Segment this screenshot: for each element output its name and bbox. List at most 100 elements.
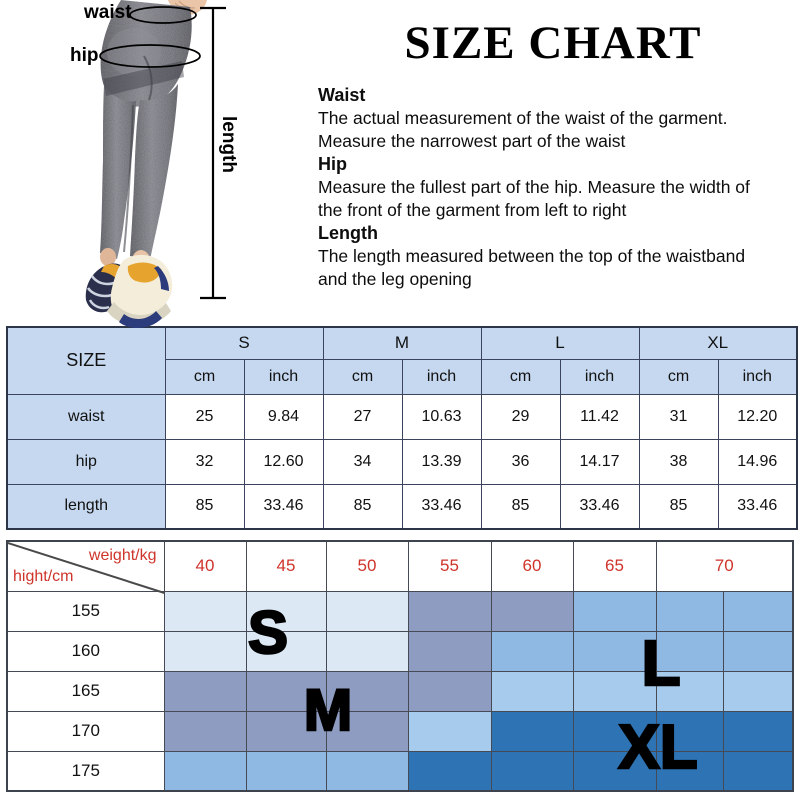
corner-label-height: hight/cm bbox=[13, 567, 74, 585]
zone-cell-light bbox=[163, 590, 247, 632]
zone-cell-midlight bbox=[407, 710, 492, 752]
zone-cell-slate bbox=[245, 710, 327, 752]
weight-header-50: 50 bbox=[325, 540, 409, 592]
height-label-170: 170 bbox=[6, 710, 165, 752]
fit-zone-letter-l: L bbox=[640, 627, 682, 699]
zone-cell-dark bbox=[572, 710, 657, 752]
hip-annotation: hip bbox=[70, 45, 99, 66]
weight-header-40: 40 bbox=[163, 540, 247, 592]
unit-header-inch: inch bbox=[717, 358, 798, 395]
value-cell: 85 bbox=[164, 483, 245, 530]
zone-cell-mid bbox=[572, 630, 657, 672]
zone-cell-slate bbox=[407, 590, 492, 632]
page-title: SIZE CHART bbox=[404, 17, 702, 69]
value-cell: 38 bbox=[638, 438, 719, 485]
zone-cell-mid bbox=[722, 630, 794, 672]
measurement-descriptions: Waist The actual measurement of the waist… bbox=[318, 84, 793, 291]
matrix-row-175: 175 bbox=[6, 750, 794, 792]
unit-header-inch: inch bbox=[559, 358, 640, 395]
row-label-length: length bbox=[6, 483, 166, 530]
weight-header-45: 45 bbox=[245, 540, 327, 592]
value-cell: 33.46 bbox=[243, 483, 324, 530]
size-column-header-m: M bbox=[322, 326, 482, 360]
size-table-row-hip: hip 32 12.60 34 13.39 36 14.17 38 14.96 bbox=[6, 438, 798, 485]
height-label-160: 160 bbox=[6, 630, 165, 672]
unit-header-cm: cm bbox=[164, 358, 245, 395]
hip-ellipse bbox=[99, 44, 201, 68]
measurement-line: the front of the garment from left to ri… bbox=[318, 200, 627, 220]
size-table-corner: SIZE bbox=[6, 326, 166, 395]
zone-cell-dark bbox=[572, 750, 657, 792]
zone-cell-dark bbox=[722, 710, 794, 752]
zone-cell-slate bbox=[407, 630, 492, 672]
zone-cell-dark bbox=[490, 710, 574, 752]
value-cell: 12.20 bbox=[717, 393, 798, 440]
measurement-line: Measure the narrowest part of the waist bbox=[318, 131, 626, 151]
zone-cell-light bbox=[245, 630, 327, 672]
measurement-heading: Waist bbox=[318, 85, 366, 105]
value-cell: 12.60 bbox=[243, 438, 324, 485]
height-label-165: 165 bbox=[6, 670, 165, 712]
zone-cell-dark bbox=[722, 750, 794, 792]
zone-cell-dark bbox=[490, 750, 574, 792]
value-cell: 10.63 bbox=[401, 393, 482, 440]
height-label-175: 175 bbox=[6, 750, 165, 792]
waist-ellipse bbox=[129, 6, 197, 24]
zone-cell-dark bbox=[407, 750, 492, 792]
weight-header-55: 55 bbox=[407, 540, 492, 592]
measurement-heading: Hip bbox=[318, 154, 347, 174]
value-cell: 33.46 bbox=[401, 483, 482, 530]
unit-header-cm: cm bbox=[480, 358, 561, 395]
garment-size-table: SIZE S M L XL cm inch cm inch cm inch cm inch waist 25… bbox=[6, 326, 798, 530]
fit-matrix: weight/kg hight/cm 40 45 50 55 60 65 70 155 160 165… bbox=[6, 540, 794, 792]
zone-cell-mid bbox=[490, 630, 574, 672]
value-cell: 13.39 bbox=[401, 438, 482, 485]
value-cell: 36 bbox=[480, 438, 561, 485]
zone-cell-mid bbox=[325, 750, 409, 792]
zone-cell-light bbox=[325, 590, 409, 632]
value-cell: 27 bbox=[322, 393, 403, 440]
matrix-corner-cell: weight/kg hight/cm bbox=[6, 540, 166, 594]
model-photo: waist hip length bbox=[0, 0, 250, 340]
size-table: SIZE S M L XL cm inch cm inch cm inch cm inch waist 25… bbox=[6, 326, 798, 530]
length-measure-line bbox=[200, 6, 226, 300]
zone-cell-slate bbox=[163, 670, 247, 712]
zone-cell-midlight bbox=[490, 670, 574, 712]
zone-cell-light bbox=[163, 630, 247, 672]
zone-cell-mid bbox=[163, 750, 247, 792]
height-weight-matrix: weight/kg hight/cm 40 45 50 55 60 65 70 155 160 165… bbox=[6, 540, 794, 792]
zone-cell-light bbox=[245, 590, 327, 632]
unit-header-cm: cm bbox=[638, 358, 719, 395]
value-cell: 85 bbox=[480, 483, 561, 530]
value-cell: 32 bbox=[164, 438, 245, 485]
measurement-heading: Length bbox=[318, 223, 378, 243]
zone-cell-dark bbox=[655, 710, 724, 752]
measurement-line: The actual measurement of the waist of t… bbox=[318, 108, 728, 128]
leggings-illustration bbox=[85, 0, 226, 328]
waist-annotation: waist bbox=[84, 2, 132, 23]
value-cell: 31 bbox=[638, 393, 719, 440]
weight-header-60: 60 bbox=[490, 540, 574, 592]
height-label-155: 155 bbox=[6, 590, 165, 632]
measurement-line: The length measured between the top of t… bbox=[318, 246, 746, 266]
unit-header-cm: cm bbox=[322, 358, 403, 395]
measurement-line: Measure the fullest part of the hip. Mea… bbox=[318, 177, 750, 197]
fit-zone-letter-m: M bbox=[303, 678, 354, 743]
zone-cell-mid bbox=[245, 750, 327, 792]
value-cell: 14.96 bbox=[717, 438, 798, 485]
zone-cell-midlight bbox=[655, 670, 724, 712]
unit-header-inch: inch bbox=[243, 358, 324, 395]
row-label-waist: waist bbox=[6, 393, 166, 440]
zone-cell-slate bbox=[325, 670, 409, 712]
matrix-row-155: 155 bbox=[6, 590, 794, 632]
zone-cell-midlight bbox=[722, 670, 794, 712]
zone-cell-light bbox=[325, 630, 409, 672]
measurement-line: and the leg opening bbox=[318, 269, 472, 289]
value-cell: 11.42 bbox=[559, 393, 640, 440]
zone-cell-mid bbox=[655, 630, 724, 672]
row-label-hip: hip bbox=[6, 438, 166, 485]
value-cell: 33.46 bbox=[717, 483, 798, 530]
corner-label-weight: weight/kg bbox=[88, 547, 157, 564]
fit-zone-letter-s: S bbox=[247, 599, 290, 666]
